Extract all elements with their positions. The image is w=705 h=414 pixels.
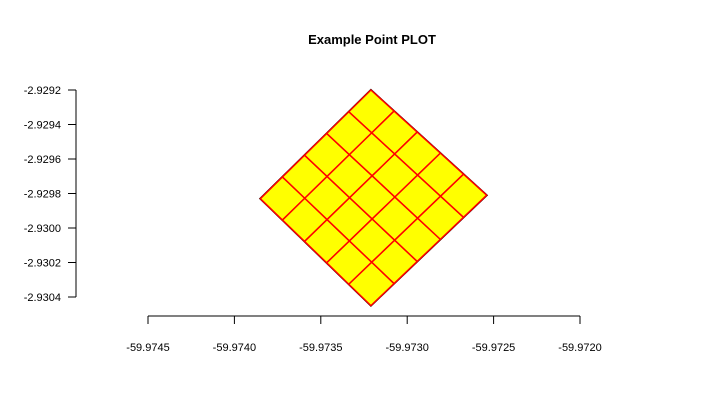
y-tick-label: -2.9300 bbox=[24, 223, 61, 235]
y-tick-label: -2.9296 bbox=[24, 154, 61, 166]
y-tick-label: -2.9304 bbox=[24, 292, 61, 304]
grid-cells bbox=[258, 88, 489, 308]
x-tick-label: -59.9735 bbox=[299, 342, 342, 354]
chart-title: Example Point PLOT bbox=[308, 32, 436, 47]
x-tick-label: -59.9720 bbox=[558, 342, 601, 354]
y-tick-label: -2.9292 bbox=[24, 85, 61, 97]
x-tick-label: -59.9730 bbox=[385, 342, 428, 354]
y-tick-label: -2.9302 bbox=[24, 258, 61, 270]
grid-cell bbox=[439, 173, 488, 219]
x-tick-label: -59.9745 bbox=[126, 342, 169, 354]
x-tick-label: -59.9740 bbox=[213, 342, 256, 354]
x-tick-label: -59.9725 bbox=[472, 342, 515, 354]
y-tick-label: -2.9298 bbox=[24, 189, 61, 201]
x-axis: -59.9745 -59.9740 -59.9735 -59.9730 -59.9725… bbox=[126, 315, 602, 354]
y-tick-label: -2.9294 bbox=[24, 120, 61, 132]
y-axis: -2.9304 -2.9302 -2.9300 -2.9298 -2.9296 -2.92… bbox=[24, 85, 77, 304]
